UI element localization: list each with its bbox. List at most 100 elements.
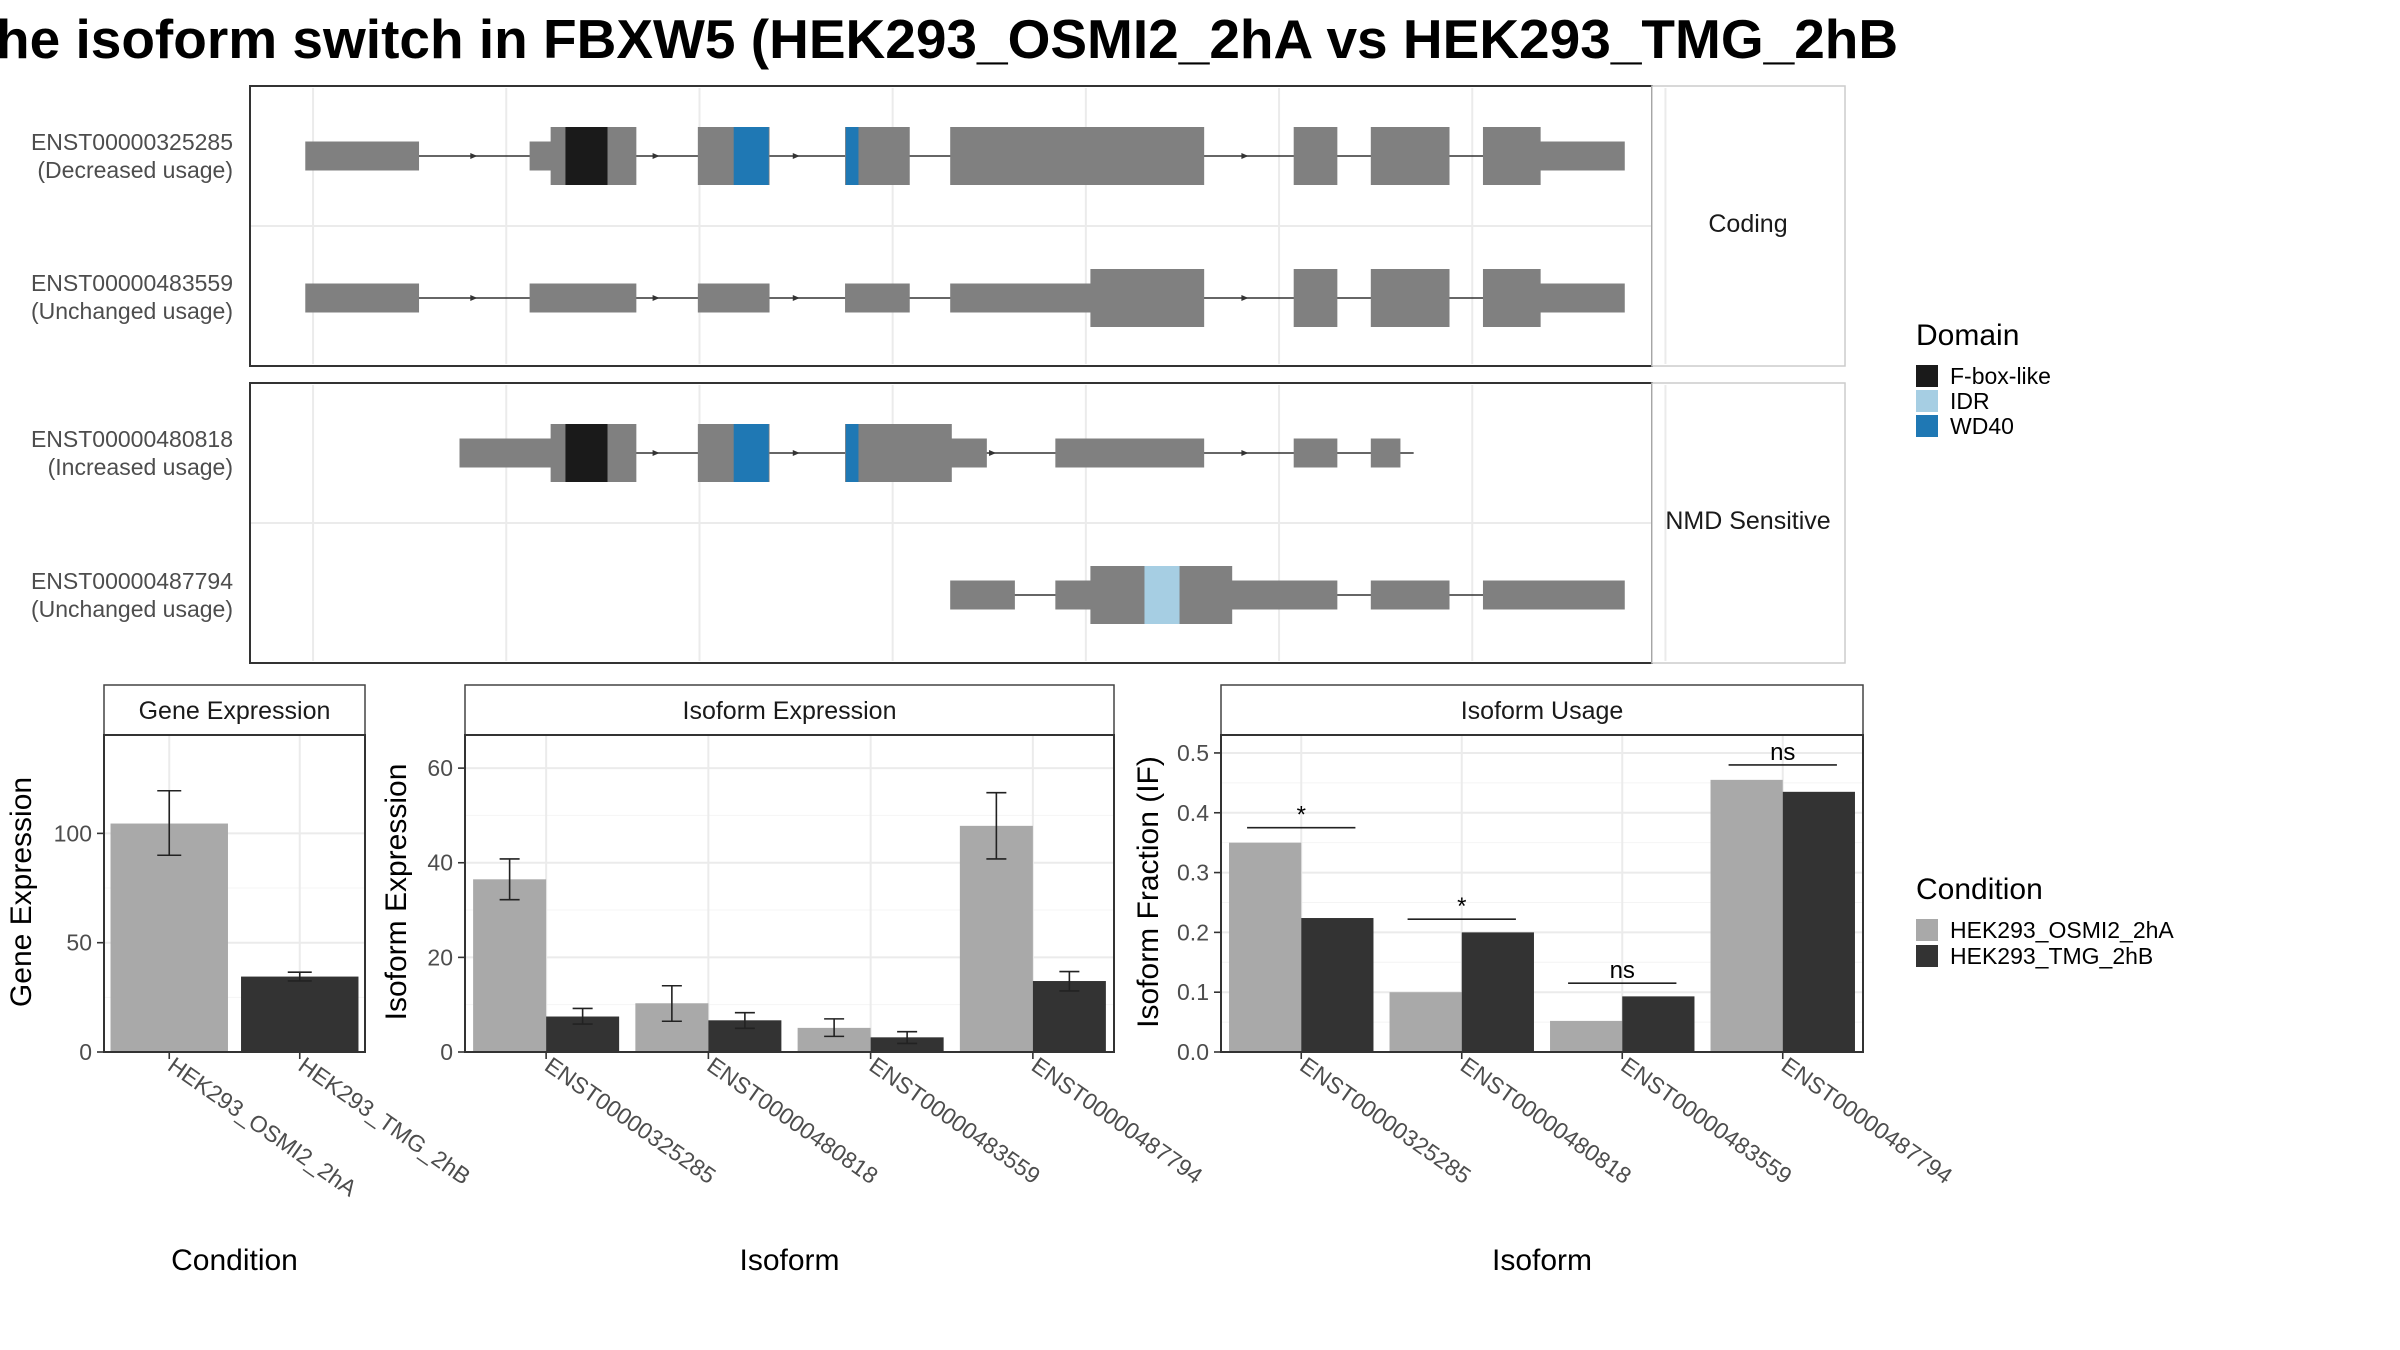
- protein-domain: [565, 424, 608, 482]
- x-tick-label: ENST00000487794: [1027, 1052, 1208, 1189]
- exon: [697, 283, 770, 313]
- bar: [1032, 981, 1106, 1052]
- gene-expression-strip: [103, 684, 366, 736]
- x-axis-title: Isoform: [1492, 1244, 1592, 1277]
- y-tick-label: 50: [66, 930, 92, 956]
- exon: [1293, 438, 1338, 468]
- exon: [305, 141, 420, 171]
- y-tick-label: 0: [440, 1039, 453, 1065]
- exon: [950, 283, 1092, 313]
- isoform-usage-panel: Isoform Usage Isoform Fraction (IF) Isof…: [1132, 684, 1864, 1277]
- exon: [1293, 580, 1338, 610]
- x-tick-label: ENST00000480818: [703, 1052, 883, 1189]
- error-bar: [734, 1011, 755, 1030]
- exon: [459, 438, 553, 468]
- strand-arrow: [1241, 450, 1249, 456]
- strand-arrow: [652, 153, 660, 159]
- isoform-expression-strip: [464, 684, 1115, 736]
- transcript-usage-label: (Increased usage): [48, 454, 233, 480]
- exon: [697, 127, 728, 185]
- y-tick-label: 0.3: [1177, 860, 1209, 886]
- error-bar: [897, 1030, 918, 1045]
- legend-label-cond2: HEK293_TMG_2hB: [1950, 943, 2153, 969]
- bar: [870, 1037, 944, 1052]
- exon: [1482, 127, 1541, 185]
- legend-swatch-wd40: [1916, 415, 1938, 437]
- y-axis-title: Gene Expression: [5, 777, 38, 1007]
- error-bar: [572, 1007, 593, 1025]
- legend-swatch-idr: [1916, 390, 1938, 412]
- legend-label-idr: IDR: [1950, 388, 1990, 414]
- bar: [110, 823, 228, 1052]
- legend-label-cond1: HEK293_OSMI2_2hA: [1950, 917, 2174, 943]
- protein-domain: [845, 127, 859, 185]
- strip-label-nmd-sensitive: NMD Sensitive: [1665, 507, 1830, 535]
- protein-domain: [1144, 566, 1180, 624]
- strand-arrow: [652, 295, 660, 301]
- bar: [1389, 992, 1462, 1052]
- transcript-usage-label: (Unchanged usage): [31, 298, 233, 324]
- exon: [305, 283, 420, 313]
- y-tick-label: 0: [79, 1039, 92, 1065]
- strand-arrow: [1241, 295, 1249, 301]
- strand-arrow: [652, 450, 660, 456]
- y-tick-label: 60: [427, 755, 453, 781]
- x-tick-label: ENST00000487794: [1777, 1052, 1958, 1189]
- significance-label: *: [1297, 802, 1306, 829]
- exon: [1539, 141, 1625, 171]
- strand-arrow: [989, 450, 997, 456]
- strand-arrow: [792, 153, 800, 159]
- bar: [1782, 791, 1855, 1052]
- y-tick-label: 0.1: [1177, 979, 1209, 1005]
- bar: [241, 976, 359, 1052]
- x-tick-label: ENST00000483559: [865, 1052, 1045, 1189]
- transcript-id-label: ENST00000483559: [31, 270, 233, 296]
- condition-legend: Condition HEK293_OSMI2_2hA HEK293_TMG_2h…: [1916, 873, 2174, 969]
- strand-arrow: [470, 153, 478, 159]
- plot-frame: [103, 734, 366, 1053]
- panel-title: Gene Expression: [139, 697, 331, 725]
- x-tick-label: ENST00000480818: [1456, 1052, 1636, 1189]
- exon: [1370, 580, 1450, 610]
- x-tick-label: ENST00000483559: [1616, 1052, 1796, 1189]
- bar: [1710, 779, 1783, 1052]
- transcript-structure-panels: Coding NMD Sensitive ENST00000325285 (De…: [31, 85, 1846, 664]
- exon: [845, 283, 910, 313]
- strand-arrow: [792, 450, 800, 456]
- strand-arrow: [792, 295, 800, 301]
- error-bar: [157, 789, 182, 857]
- exon: [1370, 127, 1450, 185]
- exon: [1539, 283, 1625, 313]
- exon: [859, 424, 952, 482]
- x-tick-label: ENST00000325285: [540, 1052, 720, 1189]
- panel-title: Isoform Expression: [683, 697, 897, 725]
- protein-domain: [733, 127, 769, 185]
- exon: [950, 127, 1057, 185]
- transcript-id-label: ENST00000487794: [31, 568, 233, 594]
- y-tick-label: 40: [427, 850, 453, 876]
- gene-expression-panel: Gene Expression Gene Expression Conditio…: [5, 684, 366, 1277]
- x-axis-title: Condition: [171, 1244, 298, 1277]
- strip-label-coding: Coding: [1708, 210, 1787, 238]
- legend-label-f-box-like: F-box-like: [1950, 363, 2051, 389]
- legend-swatch-cond1: [1916, 919, 1938, 941]
- exon: [529, 283, 637, 313]
- y-tick-label: 0.5: [1177, 740, 1209, 766]
- error-bar: [986, 791, 1007, 860]
- protein-domain: [733, 424, 769, 482]
- bar: [1550, 1020, 1623, 1052]
- domain-legend-title: Domain: [1916, 319, 2019, 352]
- transcript-id-label: ENST00000325285: [31, 129, 233, 155]
- bar: [1301, 918, 1374, 1052]
- significance-label: ns: [1770, 739, 1795, 766]
- legend-swatch-cond2: [1916, 945, 1938, 967]
- coding-strip: [1651, 85, 1846, 367]
- exon: [1055, 438, 1205, 468]
- y-axis-title: Isoform Expression: [380, 764, 413, 1021]
- significance-label: ns: [1610, 957, 1635, 984]
- y-tick-label: 100: [54, 820, 92, 846]
- y-tick-label: 20: [427, 944, 453, 970]
- exon: [1482, 580, 1625, 610]
- bar: [1229, 842, 1302, 1052]
- plot-frame: [464, 734, 1115, 1053]
